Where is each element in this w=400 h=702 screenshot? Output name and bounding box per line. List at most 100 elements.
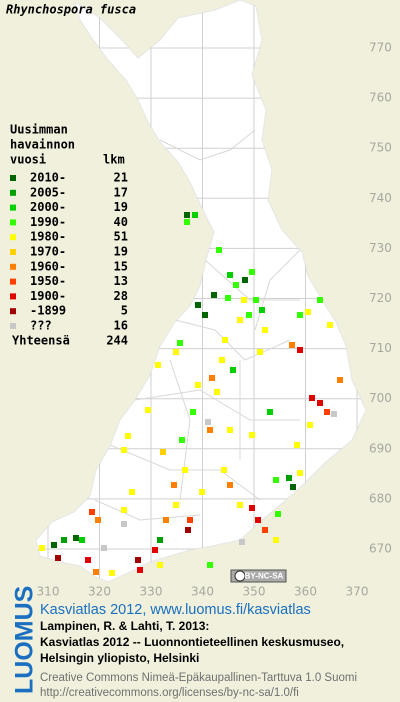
legend-label: 1950- bbox=[30, 274, 66, 288]
y-grid-label: 680 bbox=[369, 491, 392, 505]
observation-square bbox=[157, 562, 163, 568]
legend-header: havainnon bbox=[10, 138, 75, 152]
observation-square bbox=[211, 292, 217, 298]
legend-count: 51 bbox=[114, 230, 128, 244]
observation-square bbox=[209, 375, 215, 381]
observation-square bbox=[241, 297, 247, 303]
observation-square bbox=[317, 297, 323, 303]
observation-square bbox=[331, 411, 337, 417]
observation-square bbox=[273, 477, 279, 483]
y-grid-label: 730 bbox=[369, 241, 392, 255]
observation-square bbox=[61, 537, 67, 543]
license-url[interactable]: http://creativecommons.org/licenses/by-n… bbox=[40, 687, 299, 699]
y-grid-label: 750 bbox=[369, 141, 392, 155]
observation-square bbox=[267, 409, 273, 415]
legend-header: Uusimman bbox=[10, 123, 68, 137]
observation-square bbox=[253, 297, 259, 303]
observation-square bbox=[337, 377, 343, 383]
license-badge: BY-NC-SA bbox=[230, 569, 287, 583]
y-grid-label: 740 bbox=[369, 191, 392, 205]
x-grid-label: 360 bbox=[294, 585, 317, 599]
observation-square bbox=[262, 327, 268, 333]
observation-square bbox=[184, 219, 190, 225]
observation-square bbox=[177, 340, 183, 346]
observation-square bbox=[109, 570, 115, 576]
observation-square bbox=[216, 247, 222, 253]
observation-square bbox=[290, 484, 296, 490]
observation-square bbox=[205, 419, 211, 425]
observation-square bbox=[129, 489, 135, 495]
observation-square bbox=[249, 269, 255, 275]
legend-label: 1980- bbox=[30, 230, 66, 244]
x-grid-label: 310 bbox=[37, 585, 60, 599]
footer-link[interactable]: Kasviatlas 2012, www.luomus.fi/kasviatla… bbox=[40, 602, 311, 618]
observation-square bbox=[327, 322, 333, 328]
observation-square bbox=[89, 509, 95, 515]
observation-square bbox=[152, 547, 158, 553]
logo: LUOMUS bbox=[11, 586, 39, 694]
legend-swatch bbox=[10, 323, 16, 329]
legend-header: vuosi bbox=[10, 153, 46, 167]
legend-count: 19 bbox=[114, 200, 128, 214]
observation-square bbox=[230, 367, 236, 373]
y-grid-label: 710 bbox=[369, 341, 392, 355]
observation-square bbox=[289, 342, 295, 348]
observation-square bbox=[190, 409, 196, 415]
x-grid-label: 330 bbox=[140, 585, 163, 599]
legend-label: 2010- bbox=[30, 171, 66, 185]
legend-swatch bbox=[10, 249, 16, 255]
observation-square bbox=[242, 277, 248, 283]
legend-count: 15 bbox=[114, 259, 128, 273]
observation-square bbox=[173, 502, 179, 508]
legend-total: 244 bbox=[106, 334, 128, 348]
observation-square bbox=[275, 511, 281, 517]
observation-square bbox=[199, 489, 205, 495]
y-grid-label: 760 bbox=[369, 91, 392, 105]
x-grid-label: 320 bbox=[88, 585, 111, 599]
observation-square bbox=[214, 389, 220, 395]
observation-square bbox=[163, 517, 169, 523]
legend-swatch bbox=[10, 308, 16, 315]
observation-square bbox=[237, 502, 243, 508]
legend-count: 17 bbox=[114, 185, 128, 199]
legend-count: 40 bbox=[114, 215, 128, 229]
y-grid-label: 670 bbox=[369, 542, 392, 556]
legend-swatch bbox=[10, 219, 16, 226]
y-grid-label: 700 bbox=[369, 391, 392, 405]
legend-swatch bbox=[10, 204, 16, 211]
observation-square bbox=[135, 557, 141, 563]
observation-square bbox=[255, 517, 261, 523]
observation-square bbox=[225, 295, 231, 301]
y-grid-label: 720 bbox=[369, 291, 392, 305]
legend-swatch bbox=[10, 234, 16, 241]
observation-square bbox=[155, 362, 161, 368]
legend-count: 5 bbox=[121, 304, 128, 318]
observation-square bbox=[160, 449, 166, 455]
observation-square bbox=[294, 442, 300, 448]
legend-swatch bbox=[10, 293, 16, 300]
observation-square bbox=[184, 212, 190, 218]
legend-swatch bbox=[10, 175, 16, 181]
observation-square bbox=[237, 317, 243, 323]
observation-square bbox=[185, 527, 191, 533]
observation-square bbox=[227, 482, 233, 488]
observation-square bbox=[249, 432, 255, 438]
observation-square bbox=[182, 467, 188, 473]
legend-swatch bbox=[10, 189, 16, 196]
observation-square bbox=[55, 555, 61, 561]
legend-label: 2005- bbox=[30, 185, 66, 199]
observation-square bbox=[297, 347, 303, 353]
observation-square bbox=[85, 557, 91, 563]
legend-label: 1900- bbox=[30, 289, 66, 303]
observation-square bbox=[171, 482, 177, 488]
citation: Helsingin yliopisto, Helsinki bbox=[40, 651, 199, 665]
observation-square bbox=[187, 517, 193, 523]
x-grid-label: 370 bbox=[346, 585, 369, 599]
legend-count-header: lkm bbox=[103, 153, 125, 167]
grid-labels: 770 760 750 740 730 720 710 700 690 680 670 310 320 3… bbox=[37, 41, 392, 599]
legend-swatch bbox=[10, 278, 16, 285]
observation-square bbox=[137, 567, 143, 573]
observation-square bbox=[121, 447, 127, 453]
x-grid-label: 340 bbox=[191, 585, 214, 599]
observation-square bbox=[227, 427, 233, 433]
